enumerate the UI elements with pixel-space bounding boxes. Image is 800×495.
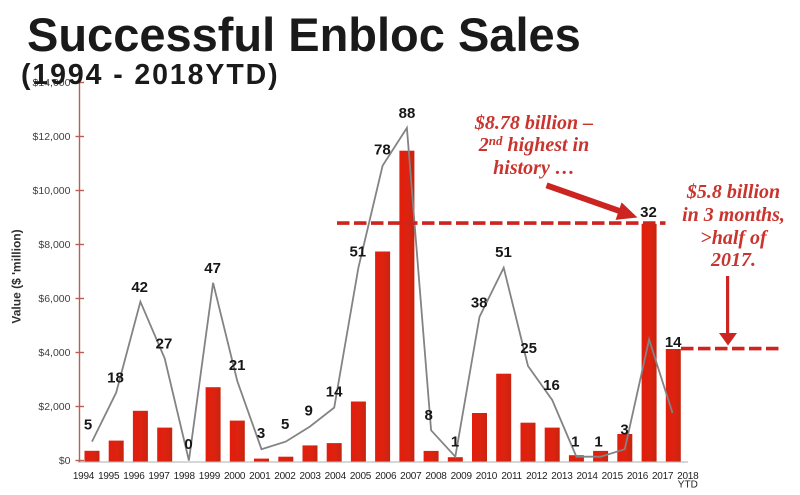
svg-text:14: 14 [665, 334, 682, 351]
svg-text:1998: 1998 [174, 471, 196, 482]
svg-text:88: 88 [399, 105, 416, 122]
svg-text:3: 3 [257, 425, 265, 442]
svg-text:$0: $0 [59, 455, 71, 467]
svg-text:1999: 1999 [199, 471, 221, 482]
svg-text:2017: 2017 [652, 471, 674, 482]
svg-text:51: 51 [349, 243, 366, 260]
svg-text:2011: 2011 [501, 471, 522, 482]
svg-text:32: 32 [640, 204, 657, 221]
svg-text:2012: 2012 [526, 471, 548, 482]
svg-text:25: 25 [520, 340, 537, 357]
svg-text:14: 14 [326, 383, 343, 400]
svg-text:2000: 2000 [224, 471, 246, 482]
svg-text:16: 16 [543, 377, 560, 394]
svg-text:78: 78 [374, 141, 391, 158]
svg-text:Value ($ 'million): Value ($ 'million) [10, 229, 24, 323]
svg-text:2016: 2016 [627, 471, 649, 482]
svg-text:$4,000: $4,000 [38, 347, 70, 359]
svg-text:$2,000: $2,000 [38, 401, 70, 413]
svg-text:1997: 1997 [148, 471, 170, 482]
svg-text:18: 18 [107, 369, 124, 386]
svg-text:2005: 2005 [350, 471, 372, 482]
svg-text:21: 21 [229, 357, 246, 374]
svg-text:1995: 1995 [98, 471, 120, 482]
svg-text:2006: 2006 [375, 471, 397, 482]
svg-text:2018: 2018 [677, 471, 699, 482]
svg-text:47: 47 [204, 260, 221, 277]
svg-text:42: 42 [131, 279, 148, 296]
svg-text:2009: 2009 [451, 471, 473, 482]
svg-text:5: 5 [281, 416, 289, 433]
svg-text:2002: 2002 [274, 471, 296, 482]
svg-text:$8,000: $8,000 [38, 239, 70, 251]
svg-text:51: 51 [495, 244, 512, 261]
svg-text:0: 0 [184, 436, 192, 453]
svg-text:2013: 2013 [551, 471, 573, 482]
svg-text:3: 3 [620, 421, 628, 438]
svg-text:5: 5 [84, 416, 92, 433]
svg-text:$10,000: $10,000 [33, 185, 71, 197]
svg-text:1994: 1994 [73, 471, 95, 482]
svg-text:1: 1 [571, 433, 579, 450]
svg-text:YTD: YTD [678, 480, 698, 491]
svg-text:2001: 2001 [249, 471, 271, 482]
svg-text:1996: 1996 [123, 471, 145, 482]
svg-text:1: 1 [451, 433, 459, 450]
svg-text:2008: 2008 [425, 471, 447, 482]
svg-text:2003: 2003 [299, 471, 321, 482]
svg-text:2014: 2014 [576, 471, 598, 482]
svg-text:2007: 2007 [400, 471, 422, 482]
svg-text:8: 8 [425, 407, 433, 424]
svg-text:2015: 2015 [602, 471, 624, 482]
svg-text:2004: 2004 [325, 471, 347, 482]
svg-text:$6,000: $6,000 [38, 293, 70, 305]
svg-text:$14,000: $14,000 [33, 77, 71, 89]
svg-text:9: 9 [305, 402, 313, 419]
svg-text:2010: 2010 [476, 471, 498, 482]
svg-text:38: 38 [471, 294, 488, 311]
svg-text:$12,000: $12,000 [33, 131, 71, 143]
svg-text:27: 27 [156, 335, 173, 352]
svg-text:1: 1 [594, 433, 602, 450]
